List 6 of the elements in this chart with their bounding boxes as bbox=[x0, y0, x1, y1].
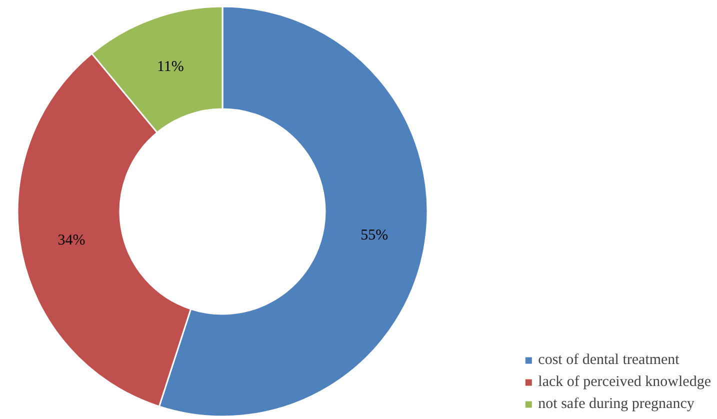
legend-label: not safe during pregnancy bbox=[538, 395, 694, 413]
legend-label: cost of dental treatment bbox=[538, 351, 680, 369]
data-label: 11% bbox=[156, 58, 184, 75]
data-label: 34% bbox=[58, 232, 86, 248]
data-label: 55% bbox=[360, 228, 388, 244]
legend-label: lack of perceived knowledge bbox=[538, 373, 711, 391]
